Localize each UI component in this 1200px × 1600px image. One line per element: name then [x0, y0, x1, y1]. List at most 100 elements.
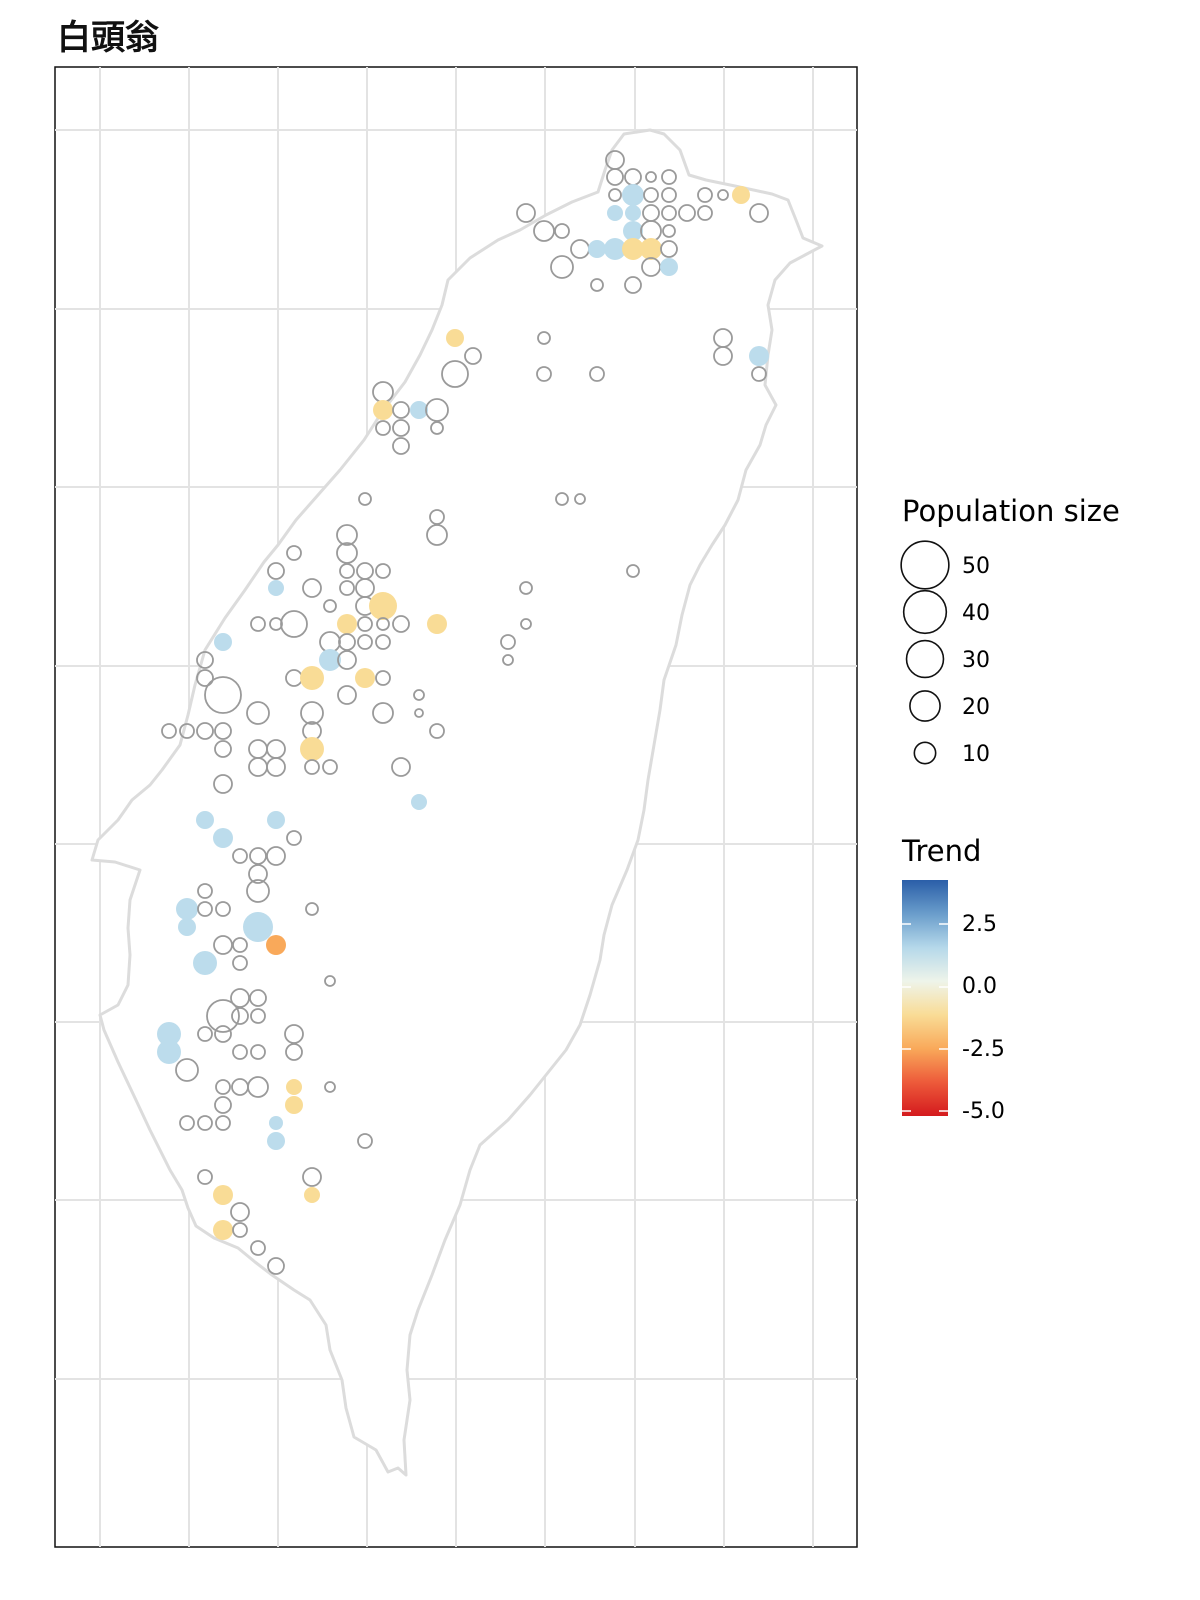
size-legend-title: Population size	[902, 494, 1120, 528]
site-point	[643, 187, 659, 203]
site-point	[284, 1024, 304, 1044]
site-point	[249, 989, 267, 1007]
site-point	[267, 811, 285, 829]
size-legend-key	[913, 741, 937, 765]
site-point	[608, 188, 622, 202]
site-point	[178, 918, 196, 936]
size-legend-label: 10	[962, 742, 990, 767]
site-point	[410, 401, 428, 419]
site-point	[161, 723, 177, 739]
site-point	[268, 580, 284, 596]
size-legend: 50 40 30 20 10	[900, 540, 990, 767]
site-point	[375, 420, 391, 436]
site-point	[717, 189, 729, 201]
site-point	[286, 545, 302, 561]
site-point	[357, 616, 373, 632]
site-point	[624, 276, 642, 294]
site-point	[500, 634, 516, 650]
trend-label: 2.5	[962, 912, 997, 937]
site-point	[324, 975, 336, 987]
site-point	[375, 563, 391, 579]
trend-label: 0.0	[962, 974, 997, 999]
site-point	[179, 723, 195, 739]
site-point	[300, 737, 324, 761]
trend-label: -2.5	[962, 1037, 1005, 1062]
site-point	[606, 168, 624, 186]
site-point	[357, 634, 373, 650]
site-point	[175, 1058, 199, 1082]
site-point	[426, 524, 448, 546]
site-point	[336, 542, 358, 564]
site-point	[446, 329, 464, 347]
site-point	[678, 204, 696, 222]
size-legend-key	[902, 589, 948, 635]
site-point	[660, 258, 678, 276]
site-point	[232, 955, 248, 971]
site-point	[247, 1076, 269, 1098]
site-point	[392, 401, 410, 419]
site-point	[355, 668, 375, 688]
site-point	[369, 592, 397, 620]
site-point	[626, 564, 640, 578]
site-point	[322, 759, 338, 775]
site-point	[336, 524, 358, 546]
site-point	[193, 951, 217, 975]
site-point	[430, 421, 444, 435]
site-point	[214, 1096, 232, 1114]
site-point	[230, 988, 250, 1008]
site-point	[232, 1222, 248, 1238]
site-point	[197, 901, 213, 917]
site-point	[196, 722, 214, 740]
site-point	[391, 757, 411, 777]
site-point	[232, 937, 248, 953]
site-point	[197, 1115, 213, 1131]
site-point	[574, 493, 586, 505]
site-point	[427, 614, 447, 634]
site-point	[749, 203, 769, 223]
size-legend-key	[909, 690, 941, 722]
site-point	[622, 238, 644, 260]
site-point	[392, 615, 410, 633]
site-point	[375, 670, 391, 686]
site-point	[516, 203, 536, 223]
site-point	[429, 723, 445, 739]
site-point	[250, 1008, 266, 1024]
site-point	[502, 654, 514, 666]
site-point	[266, 935, 286, 955]
site-point	[302, 578, 322, 598]
size-legend-label: 40	[962, 601, 990, 626]
trend-colorbar-ticks	[902, 923, 948, 1112]
site-point	[373, 400, 393, 420]
site-point	[213, 935, 233, 955]
site-point	[645, 171, 657, 183]
site-point	[206, 999, 240, 1033]
site-point	[249, 847, 267, 865]
site-point	[339, 580, 355, 596]
site-point	[358, 492, 372, 506]
site-point	[304, 1187, 320, 1203]
site-point	[319, 649, 341, 671]
trend-label: -5.0	[962, 1099, 1005, 1124]
site-point	[302, 1167, 322, 1187]
size-legend-label: 20	[962, 695, 990, 720]
site-point	[550, 255, 574, 279]
trend-legend-title: Trend	[901, 834, 981, 868]
site-point	[196, 651, 214, 669]
size-legend-key	[900, 540, 950, 590]
site-point	[713, 346, 733, 366]
trend-colorbar	[902, 880, 948, 1116]
site-point	[179, 1115, 195, 1131]
site-point	[661, 187, 677, 203]
site-point	[266, 846, 286, 866]
site-point	[248, 864, 268, 884]
site-point	[213, 1220, 233, 1240]
site-point	[622, 184, 644, 206]
site-point	[661, 169, 677, 185]
site-point	[441, 360, 469, 388]
site-point	[214, 722, 232, 740]
site-point	[197, 1169, 213, 1185]
site-point	[414, 708, 424, 718]
site-point	[464, 347, 482, 365]
site-point	[250, 1044, 266, 1060]
site-point	[337, 685, 357, 705]
